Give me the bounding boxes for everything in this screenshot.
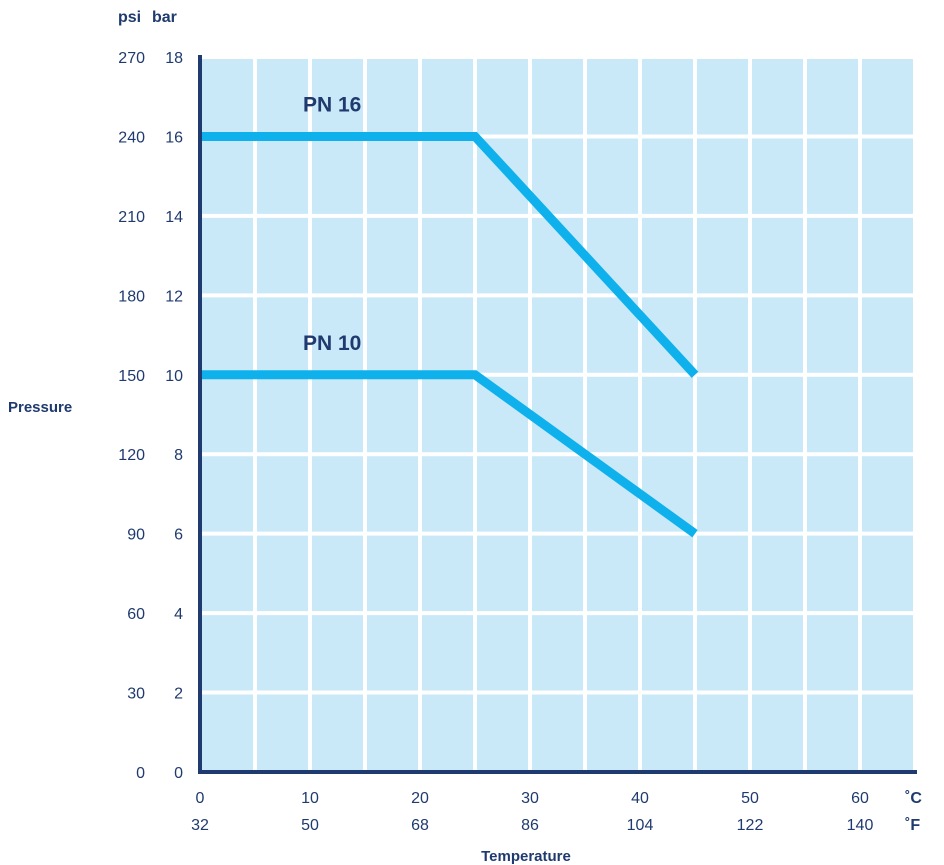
x-tick-label-celsius: 50 bbox=[741, 790, 759, 807]
x-tick-label-celsius: 10 bbox=[301, 790, 319, 807]
y-tick-label-bar: 0 bbox=[174, 765, 183, 782]
y-tick-label-bar: 4 bbox=[174, 606, 183, 623]
x-tick-label-celsius: 30 bbox=[521, 790, 539, 807]
x-tick-label-celsius: 0 bbox=[196, 790, 205, 807]
y-tick-label-psi: 180 bbox=[118, 288, 145, 305]
y-tick-labels: 0 0 2 30 4 60 6 90 8 120 10 150 12 180 14 210 16 240 18 270 bbox=[118, 50, 183, 782]
y-tick-label-bar: 8 bbox=[174, 447, 183, 464]
y-tick-label-psi: 240 bbox=[118, 129, 145, 146]
series-line-pn-16 bbox=[200, 131, 699, 378]
series-labels: PN 16 PN 10 bbox=[303, 93, 361, 354]
x-tick-label-fahrenheit: 32 bbox=[191, 817, 209, 834]
y-tick-label-bar: 14 bbox=[165, 209, 183, 226]
y-tick-label-psi: 210 bbox=[118, 209, 145, 226]
y-tick-label-psi: 150 bbox=[118, 368, 145, 385]
x-tick-label-fahrenheit: 104 bbox=[627, 817, 654, 834]
series-label: PN 10 bbox=[303, 332, 361, 355]
y-unit-primary: bar bbox=[152, 9, 177, 26]
x-tick-label-celsius: 60 bbox=[851, 790, 869, 807]
x-tick-label-fahrenheit: 122 bbox=[737, 817, 764, 834]
series-lines bbox=[200, 131, 699, 538]
x-tick-label-celsius: 40 bbox=[631, 790, 649, 807]
plot-area bbox=[200, 57, 915, 772]
y-tick-label-bar: 10 bbox=[165, 368, 183, 385]
series-label: PN 16 bbox=[303, 93, 361, 116]
y-tick-label-psi: 90 bbox=[127, 527, 145, 544]
y-tick-label-psi: 270 bbox=[118, 50, 145, 67]
y-tick-label-psi: 120 bbox=[118, 447, 145, 464]
y-tick-label-psi: 0 bbox=[136, 765, 145, 782]
series-line-pn-10 bbox=[200, 370, 698, 538]
y-tick-label-bar: 18 bbox=[165, 50, 183, 67]
x-tick-label-celsius: 20 bbox=[411, 790, 429, 807]
y-tick-label-bar: 12 bbox=[165, 288, 183, 305]
y-tick-label-bar: 2 bbox=[174, 686, 183, 703]
x-axis-title: Temperature bbox=[481, 848, 571, 865]
y-tick-label-psi: 60 bbox=[127, 606, 145, 623]
y-tick-label-bar: 6 bbox=[174, 527, 183, 544]
x-tick-label-fahrenheit: 140 bbox=[847, 817, 874, 834]
x-tick-labels: 0 32 10 50 20 68 30 86 40 104 50 122 60 140 bbox=[191, 790, 873, 834]
x-tick-label-fahrenheit: 50 bbox=[301, 817, 319, 834]
y-tick-label-psi: 30 bbox=[127, 686, 145, 703]
y-tick-label-bar: 16 bbox=[165, 129, 183, 146]
x-unit-primary: ˚C bbox=[905, 790, 922, 807]
y-unit-secondary: psi bbox=[118, 9, 141, 26]
x-tick-label-fahrenheit: 68 bbox=[411, 817, 429, 834]
x-unit-secondary: ˚F bbox=[905, 817, 920, 834]
x-tick-label-fahrenheit: 86 bbox=[521, 817, 539, 834]
y-axis-title: Pressure bbox=[8, 399, 72, 416]
